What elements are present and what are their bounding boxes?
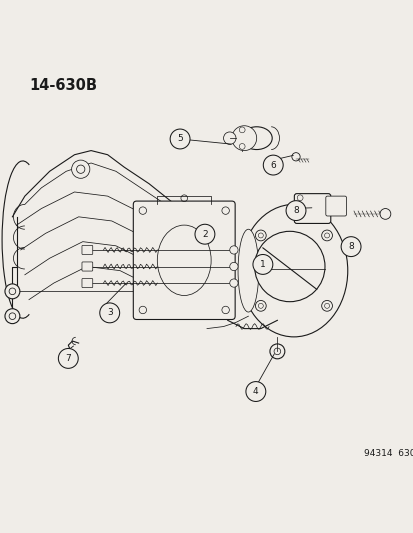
Circle shape (195, 224, 214, 244)
Text: 7: 7 (65, 354, 71, 363)
Circle shape (379, 208, 390, 219)
Ellipse shape (157, 225, 211, 295)
Circle shape (223, 132, 235, 144)
Circle shape (71, 160, 90, 179)
FancyBboxPatch shape (82, 245, 93, 254)
Circle shape (255, 230, 266, 241)
Circle shape (255, 301, 266, 311)
Circle shape (254, 231, 324, 302)
Text: 14-630B: 14-630B (29, 78, 97, 93)
Circle shape (252, 254, 272, 274)
Text: 6: 6 (270, 160, 275, 169)
Ellipse shape (237, 229, 258, 312)
Text: 8: 8 (292, 206, 298, 215)
Circle shape (245, 382, 265, 401)
Circle shape (291, 152, 299, 161)
Circle shape (231, 126, 256, 151)
Ellipse shape (240, 127, 271, 150)
Circle shape (58, 349, 78, 368)
Text: 5: 5 (177, 134, 183, 143)
Circle shape (285, 200, 305, 221)
Circle shape (321, 230, 332, 241)
Circle shape (229, 279, 237, 287)
Text: 8: 8 (347, 242, 353, 251)
Circle shape (229, 262, 237, 271)
Circle shape (5, 309, 20, 324)
Text: 2: 2 (202, 230, 207, 239)
FancyBboxPatch shape (325, 196, 346, 216)
FancyBboxPatch shape (294, 193, 330, 223)
Text: 1: 1 (259, 260, 265, 269)
Text: 3: 3 (107, 309, 112, 317)
Text: 94314  630: 94314 630 (363, 449, 413, 458)
Text: 4: 4 (252, 387, 258, 396)
Ellipse shape (240, 204, 347, 337)
Circle shape (229, 246, 237, 254)
FancyBboxPatch shape (82, 279, 93, 288)
Circle shape (5, 284, 20, 299)
FancyBboxPatch shape (133, 201, 235, 319)
Circle shape (269, 344, 284, 359)
Circle shape (263, 155, 282, 175)
FancyBboxPatch shape (82, 262, 93, 271)
Circle shape (340, 237, 360, 256)
Circle shape (170, 129, 190, 149)
Circle shape (100, 303, 119, 323)
Circle shape (321, 301, 332, 311)
